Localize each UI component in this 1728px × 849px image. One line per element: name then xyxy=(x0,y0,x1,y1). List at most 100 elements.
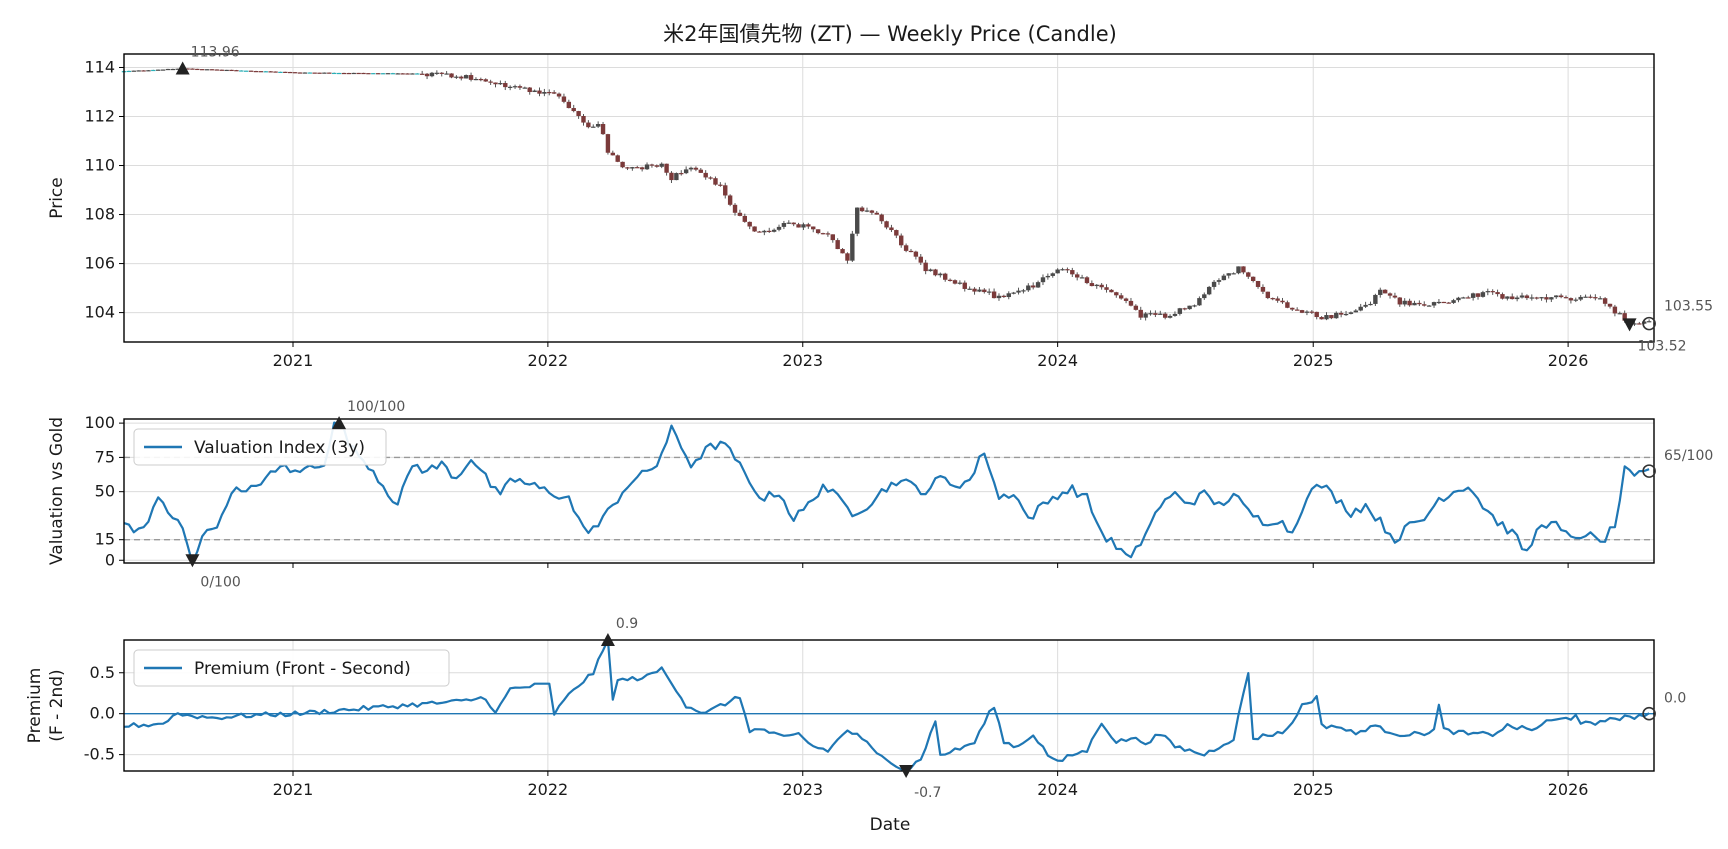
candle-body xyxy=(239,70,244,72)
candle-body xyxy=(273,71,278,73)
candle-body xyxy=(703,172,708,178)
candle-body xyxy=(962,282,967,289)
x-axis-label: Date xyxy=(870,815,911,835)
candle-body xyxy=(1324,315,1329,320)
candle-body xyxy=(786,222,791,224)
candle-body xyxy=(1153,313,1158,315)
candle-body xyxy=(664,163,669,173)
candle-body xyxy=(913,251,919,257)
candle-body xyxy=(1021,290,1026,292)
candle-body xyxy=(1006,293,1011,298)
legend-entry: Valuation Index (3y) xyxy=(194,438,365,458)
candle-body xyxy=(385,73,391,75)
candle-body xyxy=(674,173,679,181)
candle-body xyxy=(1451,300,1456,303)
candle-body xyxy=(649,164,655,166)
candle-body xyxy=(444,73,449,75)
candle-body xyxy=(512,86,518,88)
candle-body xyxy=(835,240,840,250)
candle-body xyxy=(1011,292,1016,294)
candle-body xyxy=(146,70,151,72)
y-tick-label: 0.5 xyxy=(90,663,115,682)
candle-body xyxy=(1275,298,1280,301)
candle-body xyxy=(498,83,503,85)
candle-body xyxy=(591,126,596,128)
candle-body xyxy=(576,111,581,116)
candle-body xyxy=(1598,298,1603,300)
y-axis-label: Premium xyxy=(25,668,45,744)
candle-body xyxy=(532,90,537,93)
candle-body xyxy=(767,230,772,233)
candle-body xyxy=(1148,313,1153,315)
candle-body xyxy=(312,72,317,74)
candle-body xyxy=(811,226,816,230)
candle-body xyxy=(1407,300,1412,306)
candle-body xyxy=(415,73,420,75)
candle-body xyxy=(537,90,542,94)
last-marker xyxy=(1642,464,1656,478)
x-tick-label: 2021 xyxy=(273,780,314,799)
candle-body xyxy=(1334,312,1339,319)
x-tick-label: 2023 xyxy=(782,780,823,799)
candle-body xyxy=(341,72,347,75)
candle-body xyxy=(551,92,557,94)
candle-body xyxy=(1167,315,1173,318)
candle-body xyxy=(796,224,801,228)
candle-body xyxy=(1466,297,1471,299)
candle-body xyxy=(1026,285,1031,291)
candle-body xyxy=(454,76,459,78)
candle-body xyxy=(908,250,914,253)
max-marker xyxy=(332,416,347,430)
candle-body xyxy=(1426,305,1432,307)
x-tick-label: 2026 xyxy=(1548,351,1589,370)
candle-body xyxy=(507,86,513,88)
candle-body xyxy=(1260,286,1266,292)
candle-body xyxy=(517,86,523,88)
candle-body xyxy=(1216,280,1222,282)
candle-body xyxy=(209,69,215,71)
candle-body xyxy=(884,221,889,228)
candle-body xyxy=(1123,298,1129,301)
y-tick-label: 112 xyxy=(84,107,115,126)
candle-body xyxy=(488,81,493,83)
candle-body xyxy=(1612,306,1618,314)
candle-body xyxy=(493,82,498,85)
candle-body xyxy=(688,167,694,170)
candle-body xyxy=(331,72,337,75)
candle-body xyxy=(1431,302,1437,306)
candle-body xyxy=(727,195,733,205)
candle-body xyxy=(556,93,562,97)
candle-body xyxy=(1221,275,1227,281)
candle-body xyxy=(938,273,943,276)
candle-body xyxy=(248,70,254,72)
candle-body xyxy=(410,73,415,75)
candle-body xyxy=(982,289,987,293)
candle-body xyxy=(1646,321,1652,323)
candle-body xyxy=(1480,292,1486,297)
y-tick-label: 75 xyxy=(95,447,115,466)
candle-body xyxy=(1035,282,1041,288)
candle-body xyxy=(610,152,616,156)
candle-body xyxy=(903,245,909,251)
candle-body xyxy=(1554,295,1559,298)
candle-body xyxy=(1206,286,1212,295)
candle-body xyxy=(1573,299,1578,301)
candle-body xyxy=(683,169,689,174)
candle-body xyxy=(527,87,532,93)
candle-body xyxy=(1084,277,1090,284)
candle-body xyxy=(1094,284,1099,287)
candle-body xyxy=(855,207,860,234)
candle-body xyxy=(713,178,718,185)
candle-body xyxy=(156,69,161,71)
candle-body xyxy=(644,164,650,170)
candle-body xyxy=(1070,270,1075,275)
candle-body xyxy=(1343,313,1349,316)
min-label: 103.52 xyxy=(1638,338,1687,354)
candle-body xyxy=(1162,313,1168,318)
candle-body xyxy=(845,253,850,261)
candle-body xyxy=(679,173,684,175)
candle-body xyxy=(1255,280,1261,287)
candle-body xyxy=(615,155,620,162)
candle-body xyxy=(806,224,811,227)
x-tick-label: 2024 xyxy=(1037,351,1078,370)
